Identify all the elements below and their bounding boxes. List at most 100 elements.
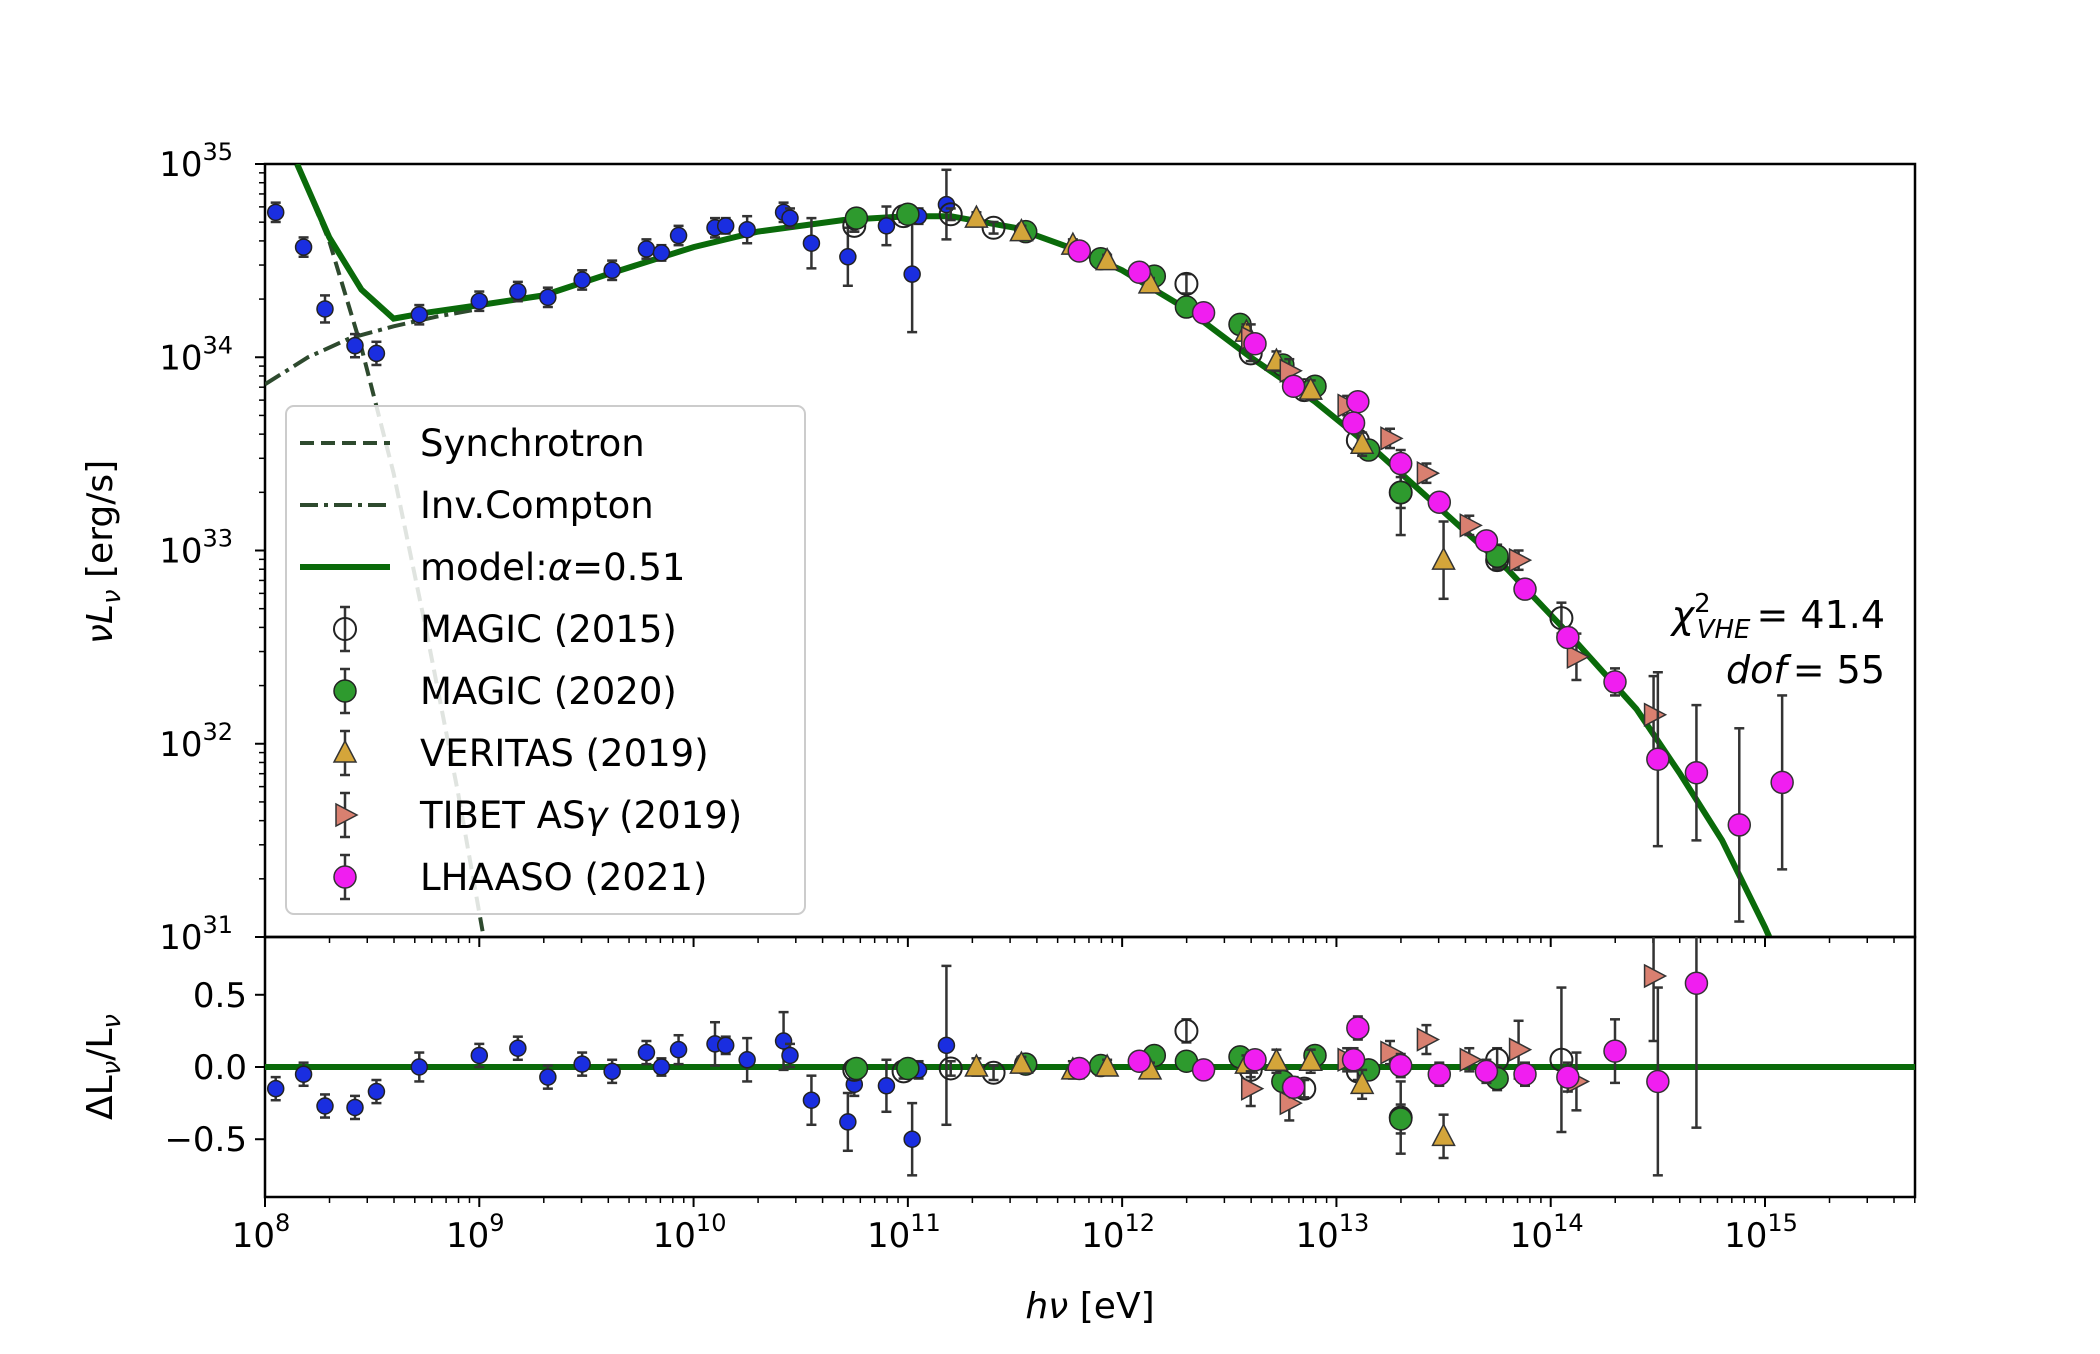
marker-shape xyxy=(1566,644,1591,670)
residual-point xyxy=(1346,1016,1370,1040)
marker-shape xyxy=(637,240,656,258)
marker-shape xyxy=(1508,1037,1533,1062)
legend-entry: TIBET ASγ (2019) xyxy=(335,791,742,839)
residual-point xyxy=(367,1082,386,1101)
data-point xyxy=(1298,376,1323,400)
data-point xyxy=(637,240,656,258)
y-axis-ticks-bottom: 0.5 0.0 −0.5 xyxy=(164,976,265,1160)
residual-point xyxy=(1603,1039,1627,1063)
data-point xyxy=(781,209,799,227)
marker-shape xyxy=(1643,963,1668,989)
marker-shape xyxy=(1264,1047,1289,1071)
data-point xyxy=(716,217,735,235)
marker-shape xyxy=(509,282,527,301)
residual-point xyxy=(1349,1070,1375,1095)
residual-point xyxy=(1646,1069,1670,1094)
residual-point xyxy=(1643,963,1668,989)
residual-series-veritas-2019 xyxy=(964,1047,1456,1160)
data-point xyxy=(938,202,963,227)
series-magic-2015 xyxy=(842,202,1574,635)
data-point xyxy=(1474,529,1499,553)
dof-label: dof = 55 xyxy=(1726,648,1885,692)
legend-frame xyxy=(285,405,806,915)
x-tick-label: 1015 xyxy=(1724,1209,1798,1256)
y-axis-label-bottom: ΔLν/Lν xyxy=(80,1014,127,1120)
marker-shape xyxy=(1431,546,1456,570)
data-point xyxy=(652,244,671,262)
legend-entry: MAGIC (2020) xyxy=(333,667,677,715)
data-point xyxy=(410,305,429,324)
data-point xyxy=(1459,513,1483,538)
marker-shape xyxy=(738,1051,756,1069)
marker-shape xyxy=(964,204,989,228)
marker-shape xyxy=(802,234,821,252)
data-point xyxy=(1513,577,1537,601)
data-point xyxy=(509,282,527,301)
series-fermi-lat xyxy=(266,168,956,367)
marker-shape xyxy=(573,271,591,289)
legend-swatch-marker xyxy=(332,739,358,763)
marker-shape xyxy=(1646,747,1670,771)
marker-shape xyxy=(509,1039,527,1057)
marker-shape xyxy=(1770,770,1794,795)
residual-point xyxy=(896,1056,920,1081)
x-tick-label: 1014 xyxy=(1510,1209,1584,1256)
marker-shape xyxy=(716,1036,735,1055)
marker-shape xyxy=(603,261,621,280)
residual-points xyxy=(266,937,1709,1177)
legend-label: MAGIC (2015) xyxy=(420,608,677,651)
data-point xyxy=(1603,670,1627,694)
data-point xyxy=(1380,426,1404,451)
marker-shape xyxy=(669,226,688,245)
data-point xyxy=(1341,411,1366,435)
marker-shape xyxy=(652,1058,671,1076)
x-tick-label: 1013 xyxy=(1296,1209,1370,1256)
marker-shape xyxy=(938,1056,963,1081)
marker-shape xyxy=(1067,1056,1092,1081)
data-point xyxy=(1346,389,1370,414)
marker-shape xyxy=(266,1079,285,1098)
residual-panel: 108 109 1010 1011 1012 1013 1014 1015 0.5 0.0 −0.5 xyxy=(164,935,1917,1256)
marker-shape xyxy=(1684,971,1709,995)
marker-shape xyxy=(1474,529,1499,553)
residual-point xyxy=(410,1058,429,1076)
legend-entry: VERITAS (2019) xyxy=(332,729,709,777)
residual-point xyxy=(669,1040,688,1059)
residual-point xyxy=(1281,1075,1306,1099)
data-point xyxy=(1388,480,1413,505)
marker-shape xyxy=(1243,331,1267,356)
residual-point xyxy=(1684,971,1709,995)
marker-shape xyxy=(652,244,671,262)
residual-point xyxy=(1094,1053,1120,1077)
data-points xyxy=(266,168,1794,923)
fit-statistics: χ2 VHE = 41.4 dof = 55 xyxy=(1670,589,1885,692)
marker-shape xyxy=(1459,1047,1483,1073)
data-point xyxy=(877,217,896,235)
marker-shape xyxy=(1603,670,1627,694)
data-point xyxy=(844,206,869,230)
marker-shape xyxy=(1298,1047,1323,1071)
marker-shape xyxy=(1603,1039,1627,1063)
marker-shape xyxy=(1556,625,1580,650)
x-tick-label: 1012 xyxy=(1081,1209,1155,1256)
marker-shape xyxy=(1388,451,1413,476)
marker-shape xyxy=(903,1130,921,1148)
residual-point xyxy=(266,1079,285,1098)
marker-shape xyxy=(716,217,735,235)
data-point xyxy=(316,300,334,318)
y-tick-label: 1032 xyxy=(159,718,233,765)
residual-point xyxy=(346,1098,364,1117)
marker-shape xyxy=(1388,1053,1413,1078)
marker-shape xyxy=(1459,513,1483,538)
data-point xyxy=(1281,374,1306,398)
marker-shape xyxy=(1513,577,1537,601)
residual-point xyxy=(1127,1049,1152,1073)
marker-shape xyxy=(1009,218,1034,242)
marker-shape xyxy=(410,1058,429,1076)
marker-shape xyxy=(738,220,756,239)
legend-swatch-marker xyxy=(333,679,357,703)
data-point xyxy=(1646,747,1670,771)
marker-shape xyxy=(294,1065,313,1083)
